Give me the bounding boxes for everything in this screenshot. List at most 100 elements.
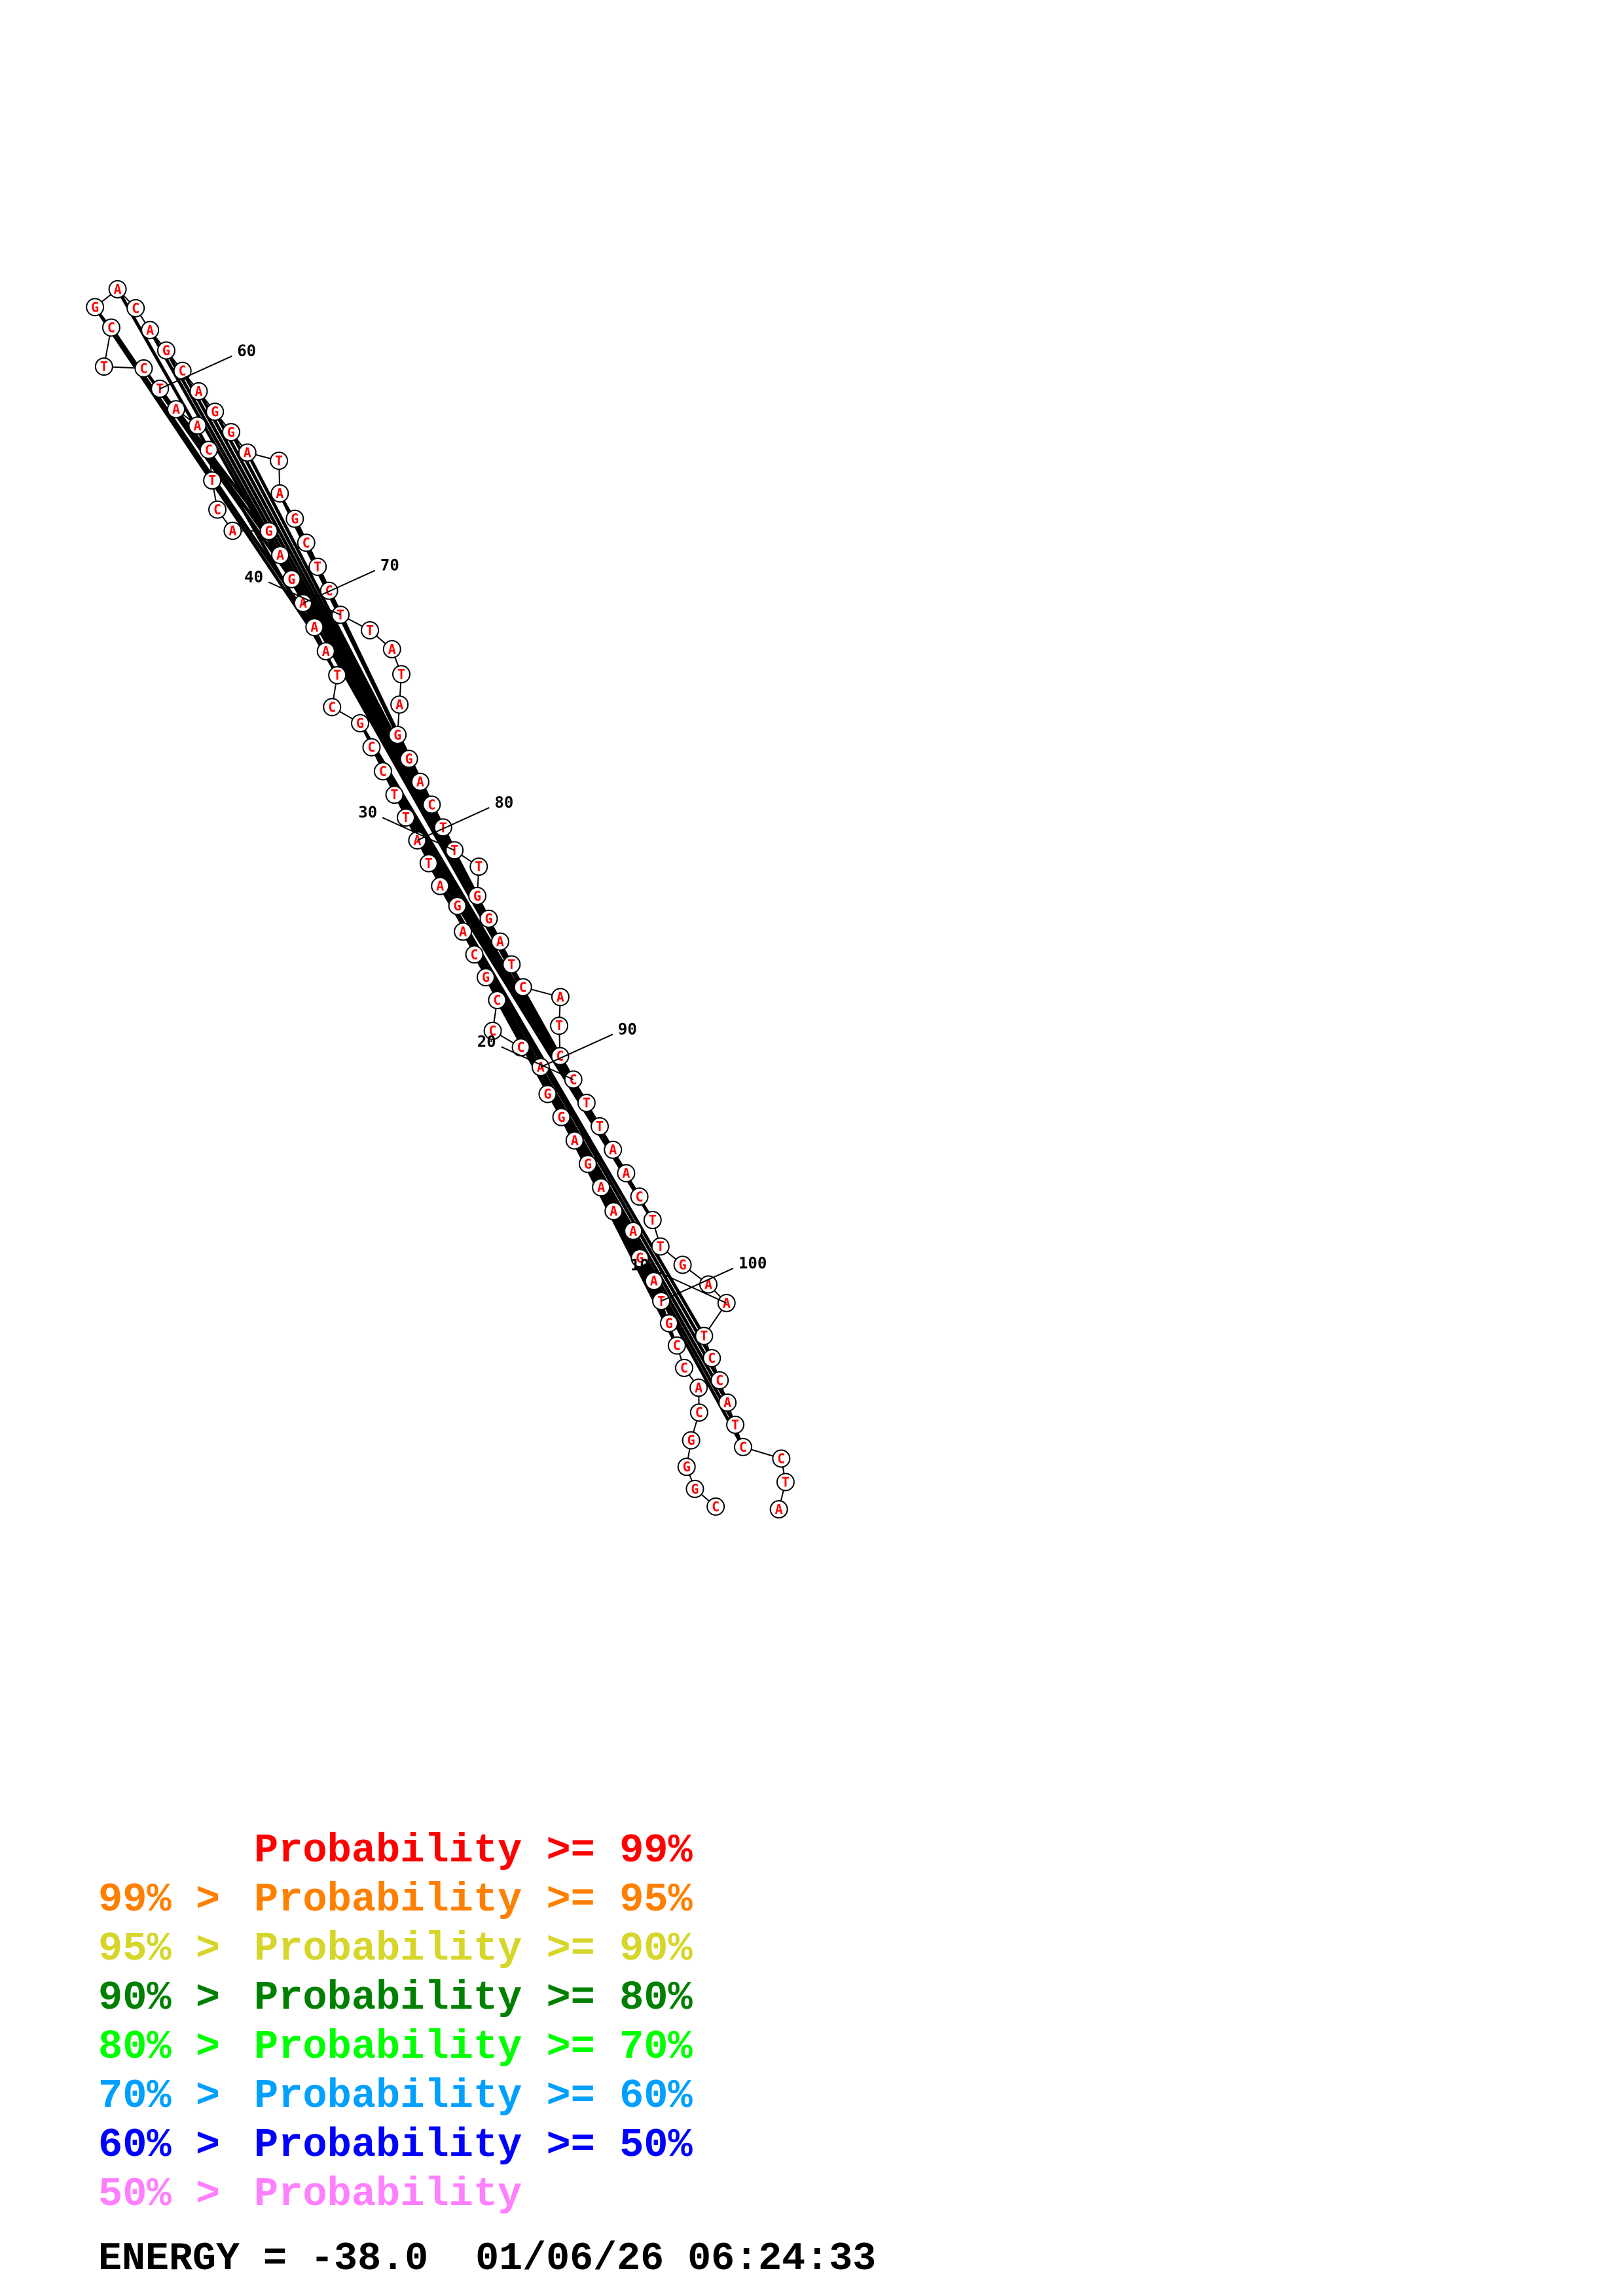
- nucleotide-letter: T: [507, 956, 515, 972]
- position-label: 80: [494, 793, 513, 812]
- base-pair-bond: [338, 614, 399, 736]
- nucleotides: ATCCTACCTAAGTTCAATTCCTACTAGGTTTCAGGATATT…: [86, 279, 795, 1519]
- nucleotide: T: [433, 818, 452, 837]
- nucleotide: C: [483, 1021, 502, 1040]
- nucleotide: G: [682, 1431, 701, 1450]
- nucleotide-circle: [643, 1211, 662, 1230]
- nucleotide-circle: [592, 1178, 611, 1197]
- nucleotide-circle: [476, 968, 495, 987]
- nucleotide: T: [308, 557, 327, 576]
- nucleotide-letter: A: [228, 523, 236, 539]
- nucleotide-circle: [689, 1403, 708, 1422]
- nucleotide-letter: T: [596, 1119, 604, 1134]
- nucleotide-circle: [285, 509, 304, 528]
- nucleotide-circle: [351, 714, 370, 733]
- nucleotide-circle: [454, 922, 473, 941]
- nucleotide-letter: T: [333, 668, 341, 683]
- legend-entry: 70% > Probability >= 60%: [98, 2072, 693, 2121]
- nucleotide-letter: T: [314, 559, 321, 575]
- legend-entry: 60% > Probability >= 50%: [98, 2121, 693, 2170]
- nucleotide-letter: T: [402, 810, 410, 825]
- legend-range: 50% >: [98, 2171, 245, 2217]
- nucleotide-letter: T: [391, 787, 399, 802]
- position-tick: [540, 1033, 613, 1068]
- nucleotide-circle: [141, 321, 160, 340]
- nucleotide-circle: [624, 1221, 643, 1240]
- nucleotide-letter: A: [388, 641, 396, 657]
- nucleotide: A: [270, 484, 289, 503]
- nucleotide-circle: [673, 1255, 692, 1274]
- nucleotide-letter: A: [276, 486, 283, 501]
- nucleotide: T: [651, 1237, 670, 1256]
- nucleotide-circle: [392, 665, 410, 684]
- nucleotide: C: [706, 1497, 725, 1516]
- nucleotide-letter: A: [622, 1165, 630, 1181]
- nucleotide-letter: A: [723, 1395, 731, 1410]
- nucleotide-letter: C: [712, 1499, 720, 1515]
- nucleotide-letter: A: [276, 547, 284, 563]
- nucleotide-circle: [538, 1085, 557, 1103]
- nucleotide-circle: [565, 1131, 584, 1150]
- legend-entry: 90% > Probability >= 80%: [98, 1973, 693, 2022]
- nucleotide-letter: A: [436, 878, 444, 894]
- nucleotide-circle: [431, 876, 450, 895]
- legend-entry: Probability >= 99%: [98, 1826, 693, 1875]
- nucleotide: T: [776, 1473, 795, 1492]
- nucleotide-circle: [502, 955, 521, 974]
- legend-range: 70% >: [98, 2073, 245, 2119]
- nucleotide-letter: C: [205, 442, 213, 457]
- nucleotide-circle: [513, 978, 532, 997]
- legend-text: Probability >= 70%: [254, 2024, 693, 2070]
- nucleotide: T: [151, 380, 170, 399]
- nucleotide-letter: A: [629, 1223, 637, 1239]
- nucleotide-circle: [199, 440, 218, 459]
- nucleotide: A: [382, 639, 401, 658]
- nucleotide-letter: G: [636, 1250, 644, 1266]
- nucleotide-circle: [305, 618, 324, 637]
- nucleotide-circle: [206, 403, 225, 422]
- nucleotide: A: [592, 1178, 611, 1197]
- nucleotide: T: [270, 451, 289, 470]
- nucleotide-letter: A: [775, 1501, 783, 1517]
- nucleotide-circle: [577, 1094, 596, 1113]
- legend-range: 90% >: [98, 1975, 245, 2021]
- nucleotide-circle: [674, 1358, 693, 1377]
- nucleotide-circle: [222, 423, 241, 442]
- nucleotide-circle: [396, 808, 415, 827]
- legend-range: 99% >: [98, 1876, 245, 1923]
- nucleotide-letter: C: [213, 502, 221, 518]
- nucleotide: T: [203, 471, 222, 490]
- nucleotide-circle: [282, 569, 301, 588]
- nucleotide-circle: [328, 666, 347, 685]
- nucleotide: G: [659, 1314, 678, 1333]
- nucleotide: C: [173, 361, 192, 380]
- nucleotide: A: [223, 521, 242, 540]
- nucleotide-letter: T: [555, 1018, 563, 1033]
- nucleotide-letter: G: [558, 1109, 566, 1125]
- nucleotide: G: [206, 403, 225, 422]
- nucleotide-circle: [361, 620, 380, 639]
- nucleotide-circle: [388, 725, 407, 744]
- nucleotide-letter: G: [665, 1316, 673, 1331]
- nucleotide: A: [699, 1275, 718, 1294]
- nucleotide-letter: T: [275, 453, 283, 469]
- nucleotide-circle: [483, 1021, 502, 1040]
- nucleotide-circle: [433, 818, 452, 837]
- nucleotide-letter: T: [657, 1238, 665, 1254]
- nucleotide: A: [604, 1202, 623, 1221]
- nucleotide-circle: [552, 1107, 571, 1126]
- nucleotide: C: [297, 533, 316, 552]
- nucleotide-circle: [223, 521, 242, 540]
- position-label: 40: [244, 567, 263, 586]
- nucleotide-circle: [259, 522, 278, 541]
- nucleotide-letter: A: [146, 322, 154, 338]
- nucleotide-circle: [718, 1393, 737, 1412]
- nucleotide: T: [591, 1117, 610, 1136]
- nucleotide-letter: C: [493, 992, 501, 1008]
- nucleotide-letter: T: [366, 622, 374, 638]
- nucleotide-circle: [271, 546, 290, 565]
- nucleotide-letter: A: [610, 1203, 617, 1219]
- nucleotide: T: [392, 665, 410, 684]
- nucleotide-circle: [468, 886, 487, 905]
- nucleotide: C: [488, 991, 507, 1010]
